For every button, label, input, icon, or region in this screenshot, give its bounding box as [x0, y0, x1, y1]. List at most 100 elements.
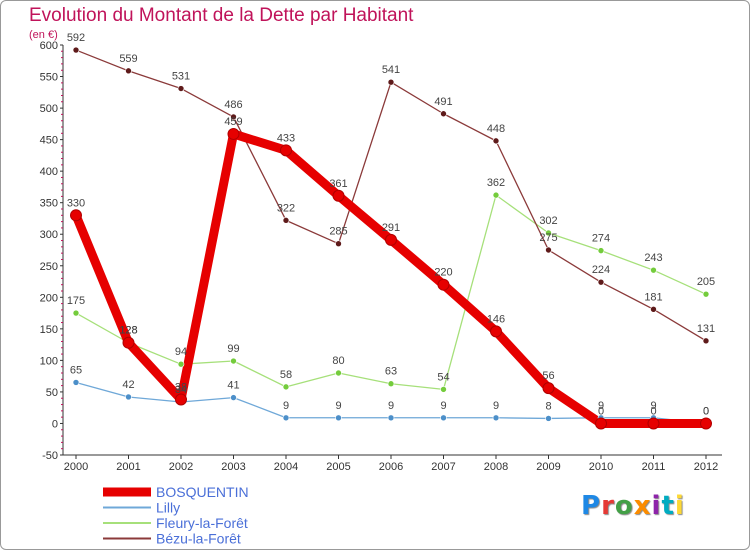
data-label: 38	[175, 381, 187, 393]
data-point	[647, 417, 660, 430]
data-label: 128	[119, 325, 137, 337]
data-label: 9	[440, 400, 446, 412]
data-point	[545, 229, 552, 237]
data-label: 56	[542, 370, 554, 382]
y-tick-label: 550	[40, 72, 58, 84]
data-label: 0	[703, 405, 709, 417]
data-point	[542, 382, 555, 395]
legend-label: BOSQUENTIN	[156, 484, 249, 500]
data-point	[332, 189, 345, 202]
data-point	[597, 278, 605, 286]
data-label: 9	[335, 400, 341, 412]
data-label: 0	[650, 405, 656, 417]
data-point	[125, 67, 132, 75]
y-tick-label: 150	[40, 324, 58, 336]
data-point	[227, 127, 240, 140]
logo-letter: P	[581, 491, 602, 521]
data-point	[125, 393, 132, 401]
y-axis-unit: (en €)	[29, 29, 58, 41]
data-point	[597, 247, 605, 254]
data-label: 9	[650, 400, 656, 412]
proxiti-logo: Proxiti	[581, 491, 685, 521]
data-label: 224	[592, 264, 610, 276]
data-label: 9	[493, 400, 499, 412]
data-point	[282, 414, 290, 422]
y-tick-label: 350	[40, 198, 58, 210]
y-tick-label: 250	[40, 261, 58, 273]
data-point	[492, 191, 500, 199]
logo-letter: i	[651, 491, 662, 521]
data-label: 275	[539, 232, 557, 244]
x-tick-label: 2000	[64, 461, 88, 473]
data-label: 9	[388, 400, 394, 412]
data-label: 128	[119, 325, 137, 337]
series-line-b-zu-la-for-t	[75, 49, 707, 342]
data-label: 0	[703, 405, 709, 417]
data-point	[177, 85, 185, 92]
data-label: 285	[329, 226, 347, 238]
data-point	[702, 337, 710, 345]
x-tick-label: 2008	[484, 461, 508, 473]
logo-letter: x	[633, 491, 652, 521]
x-tick-label: 2001	[116, 461, 140, 473]
data-label: 54	[437, 371, 449, 383]
x-tick-label: 2011	[642, 461, 666, 473]
data-label: 531	[172, 71, 190, 83]
data-point	[72, 379, 80, 386]
data-point	[72, 46, 80, 54]
data-point	[702, 290, 710, 298]
y-tick-label: 400	[40, 166, 58, 178]
data-point	[700, 417, 712, 430]
x-tick-label: 2006	[379, 461, 403, 473]
y-tick-label: 200	[40, 292, 58, 304]
y-tick-label: -50	[42, 450, 58, 462]
x-tick-label: 2007	[431, 461, 455, 473]
data-point	[545, 246, 552, 254]
data-point	[282, 217, 290, 224]
y-tick-label: 50	[46, 387, 58, 399]
data-label: 243	[644, 252, 662, 264]
data-label: 63	[385, 366, 397, 378]
data-point	[335, 414, 342, 422]
data-point	[387, 414, 395, 422]
data-label: 9	[598, 400, 604, 412]
x-tick-label: 2002	[169, 461, 193, 473]
data-point	[177, 360, 185, 368]
data-point	[387, 380, 395, 388]
data-label: 58	[280, 369, 292, 381]
data-point	[335, 369, 342, 377]
legend-label: Lilly	[156, 500, 180, 516]
data-label: 65	[70, 364, 82, 376]
data-point	[437, 278, 450, 291]
data-point	[492, 137, 500, 145]
chart-title: Evolution du Montant de la Dette par Hab…	[29, 5, 414, 26]
data-label: 34	[175, 384, 187, 396]
data-point	[280, 144, 292, 157]
legend-label: Fleury-la-Forêt	[156, 515, 248, 531]
data-label: 0	[598, 405, 604, 417]
y-tick-label: 100	[40, 355, 58, 367]
data-point	[230, 357, 237, 365]
x-tick-label: 2005	[326, 461, 350, 473]
series-line-bosquentin	[71, 129, 711, 428]
legend-label: Bézu-la-Forêt	[156, 531, 241, 547]
data-point	[387, 78, 395, 86]
data-label: 274	[592, 233, 610, 245]
data-point	[440, 386, 447, 393]
data-point	[335, 240, 342, 247]
y-tick-label: 450	[40, 135, 58, 147]
data-label: 541	[382, 64, 400, 76]
data-point	[440, 414, 447, 422]
x-tick-label: 2009	[536, 461, 560, 473]
data-label: 302	[539, 215, 557, 227]
data-label: 42	[122, 379, 134, 391]
data-label: 94	[175, 346, 187, 358]
y-tick-label: 600	[40, 40, 58, 52]
data-label: 491	[434, 96, 452, 108]
data-point	[72, 309, 80, 317]
data-point	[122, 336, 135, 349]
data-label: 181	[644, 291, 662, 303]
data-label: 361	[329, 178, 347, 190]
